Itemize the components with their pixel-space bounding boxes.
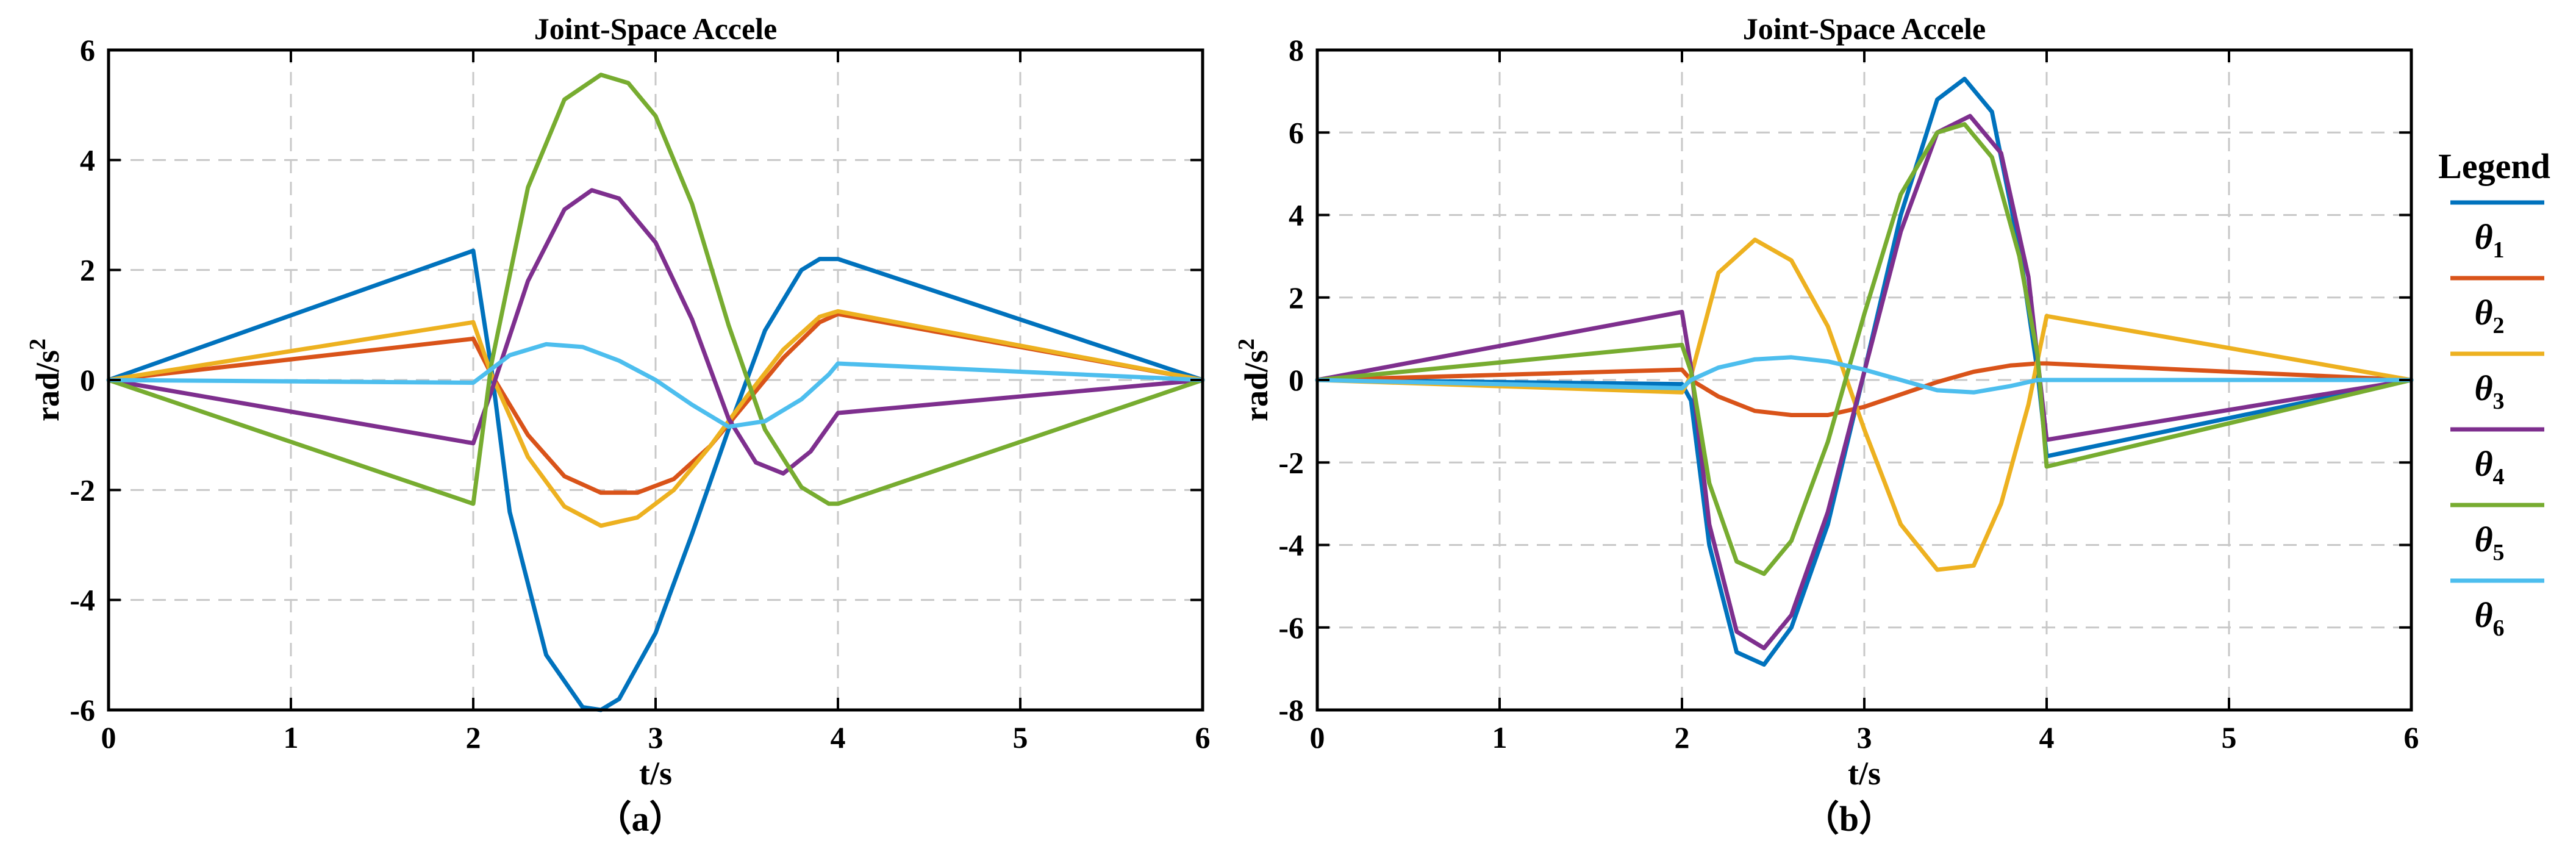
series-line-theta2 [1315, 361, 2414, 417]
legend-label-symbol: θ [2474, 520, 2492, 559]
y-tick-label: 2 [1289, 281, 1304, 315]
series-line-theta3 [1315, 237, 2414, 572]
series-line-theta6 [106, 342, 1205, 429]
y-axis-label-text: rad/s [29, 350, 66, 421]
x-tick-label: 5 [2222, 720, 2237, 754]
x-tick-label: 0 [101, 720, 116, 754]
legend-label-theta3: θ3 [2474, 368, 2504, 414]
legend-label-theta6: θ6 [2474, 595, 2504, 641]
x-tick-label: 1 [1492, 720, 1508, 754]
series-line-theta3 [106, 309, 1205, 528]
series-line-theta5 [1315, 122, 2414, 576]
y-tick-label: -4 [1278, 528, 1304, 562]
y-axis-label-superscript: 2 [1234, 339, 1259, 350]
x-tick-label: 4 [831, 720, 846, 754]
y-axis-label-text: rad/s [1238, 350, 1275, 421]
legend-label-symbol: θ [2474, 293, 2492, 332]
legend-label-index: 3 [2493, 389, 2505, 414]
y-tick-label: -2 [1278, 445, 1304, 479]
y-tick-label: 4 [1289, 198, 1304, 232]
legend-label-theta5: θ5 [2474, 520, 2504, 565]
x-tick-label: 3 [648, 720, 664, 754]
chart-title: Joint-Space Accele [534, 12, 778, 46]
legend-label-symbol: θ [2474, 444, 2492, 484]
y-tick-label: -4 [70, 583, 95, 617]
legend-label-theta2: θ2 [2474, 293, 2504, 339]
chart-title: Joint-Space Accele [1743, 12, 1986, 46]
legend-label-index: 5 [2493, 540, 2505, 565]
legend-label-index: 4 [2493, 464, 2505, 490]
y-tick-label: 8 [1289, 33, 1304, 67]
legend-label-symbol: θ [2474, 368, 2492, 408]
y-tick-label: 0 [1289, 363, 1304, 397]
x-tick-label: 6 [2404, 720, 2419, 754]
y-tick-label: 2 [80, 253, 95, 287]
chart-panel-a: 0 1 2 3 4 5 6 -6 -4 -2 0 2 4 6 Joint-Space Accele t/s （a… [25, 12, 1211, 839]
x-tick-label: 1 [284, 720, 299, 754]
legend-label-index: 2 [2493, 313, 2505, 339]
x-axis-label: t/s [1848, 755, 1881, 792]
legend-label-index: 6 [2493, 615, 2505, 641]
series-line-theta4 [1315, 113, 2414, 651]
y-tick-label: -2 [70, 473, 95, 507]
series-line-theta6 [1315, 355, 2414, 395]
legend-label-theta1: θ1 [2474, 217, 2504, 263]
x-axis-label: t/s [639, 755, 672, 792]
chart-panel-b: 0 1 2 3 4 5 6 -8 -6 -4 -2 0 2 4 6 8 Joint-Space Accele t/… [1234, 12, 2419, 839]
y-tick-label: 0 [80, 363, 95, 397]
legend-label-symbol: θ [2474, 217, 2492, 257]
x-tick-label: 2 [1675, 720, 1690, 754]
y-tick-label: -8 [1278, 693, 1304, 727]
series-line-theta4 [106, 188, 1205, 476]
y-tick-label: -6 [1278, 611, 1304, 645]
series-line-theta1 [106, 248, 1205, 712]
x-tick-label: 5 [1013, 720, 1028, 754]
series-line-theta5 [106, 73, 1205, 506]
y-tick-label: 6 [80, 33, 95, 67]
legend-title: Legend [2438, 146, 2550, 186]
x-tick-label: 2 [466, 720, 481, 754]
legend-label-index: 1 [2493, 237, 2505, 263]
y-tick-label: 6 [1289, 115, 1304, 149]
x-tick-label: 3 [1857, 720, 1872, 754]
y-axis-label: rad/s2 [25, 339, 66, 421]
panel-caption: （b） [1804, 799, 1894, 839]
y-tick-label: 4 [80, 143, 95, 177]
y-axis-label-superscript: 2 [25, 339, 51, 350]
y-axis-label: rad/s2 [1234, 339, 1275, 421]
legend-label-theta4: θ4 [2474, 444, 2504, 490]
x-tick-label: 6 [1195, 720, 1211, 754]
panel-caption: （a） [596, 799, 684, 839]
x-tick-label: 0 [1310, 720, 1325, 754]
x-tick-label: 4 [2039, 720, 2055, 754]
y-tick-label: -6 [70, 693, 95, 727]
legend-label-symbol: θ [2474, 595, 2492, 635]
